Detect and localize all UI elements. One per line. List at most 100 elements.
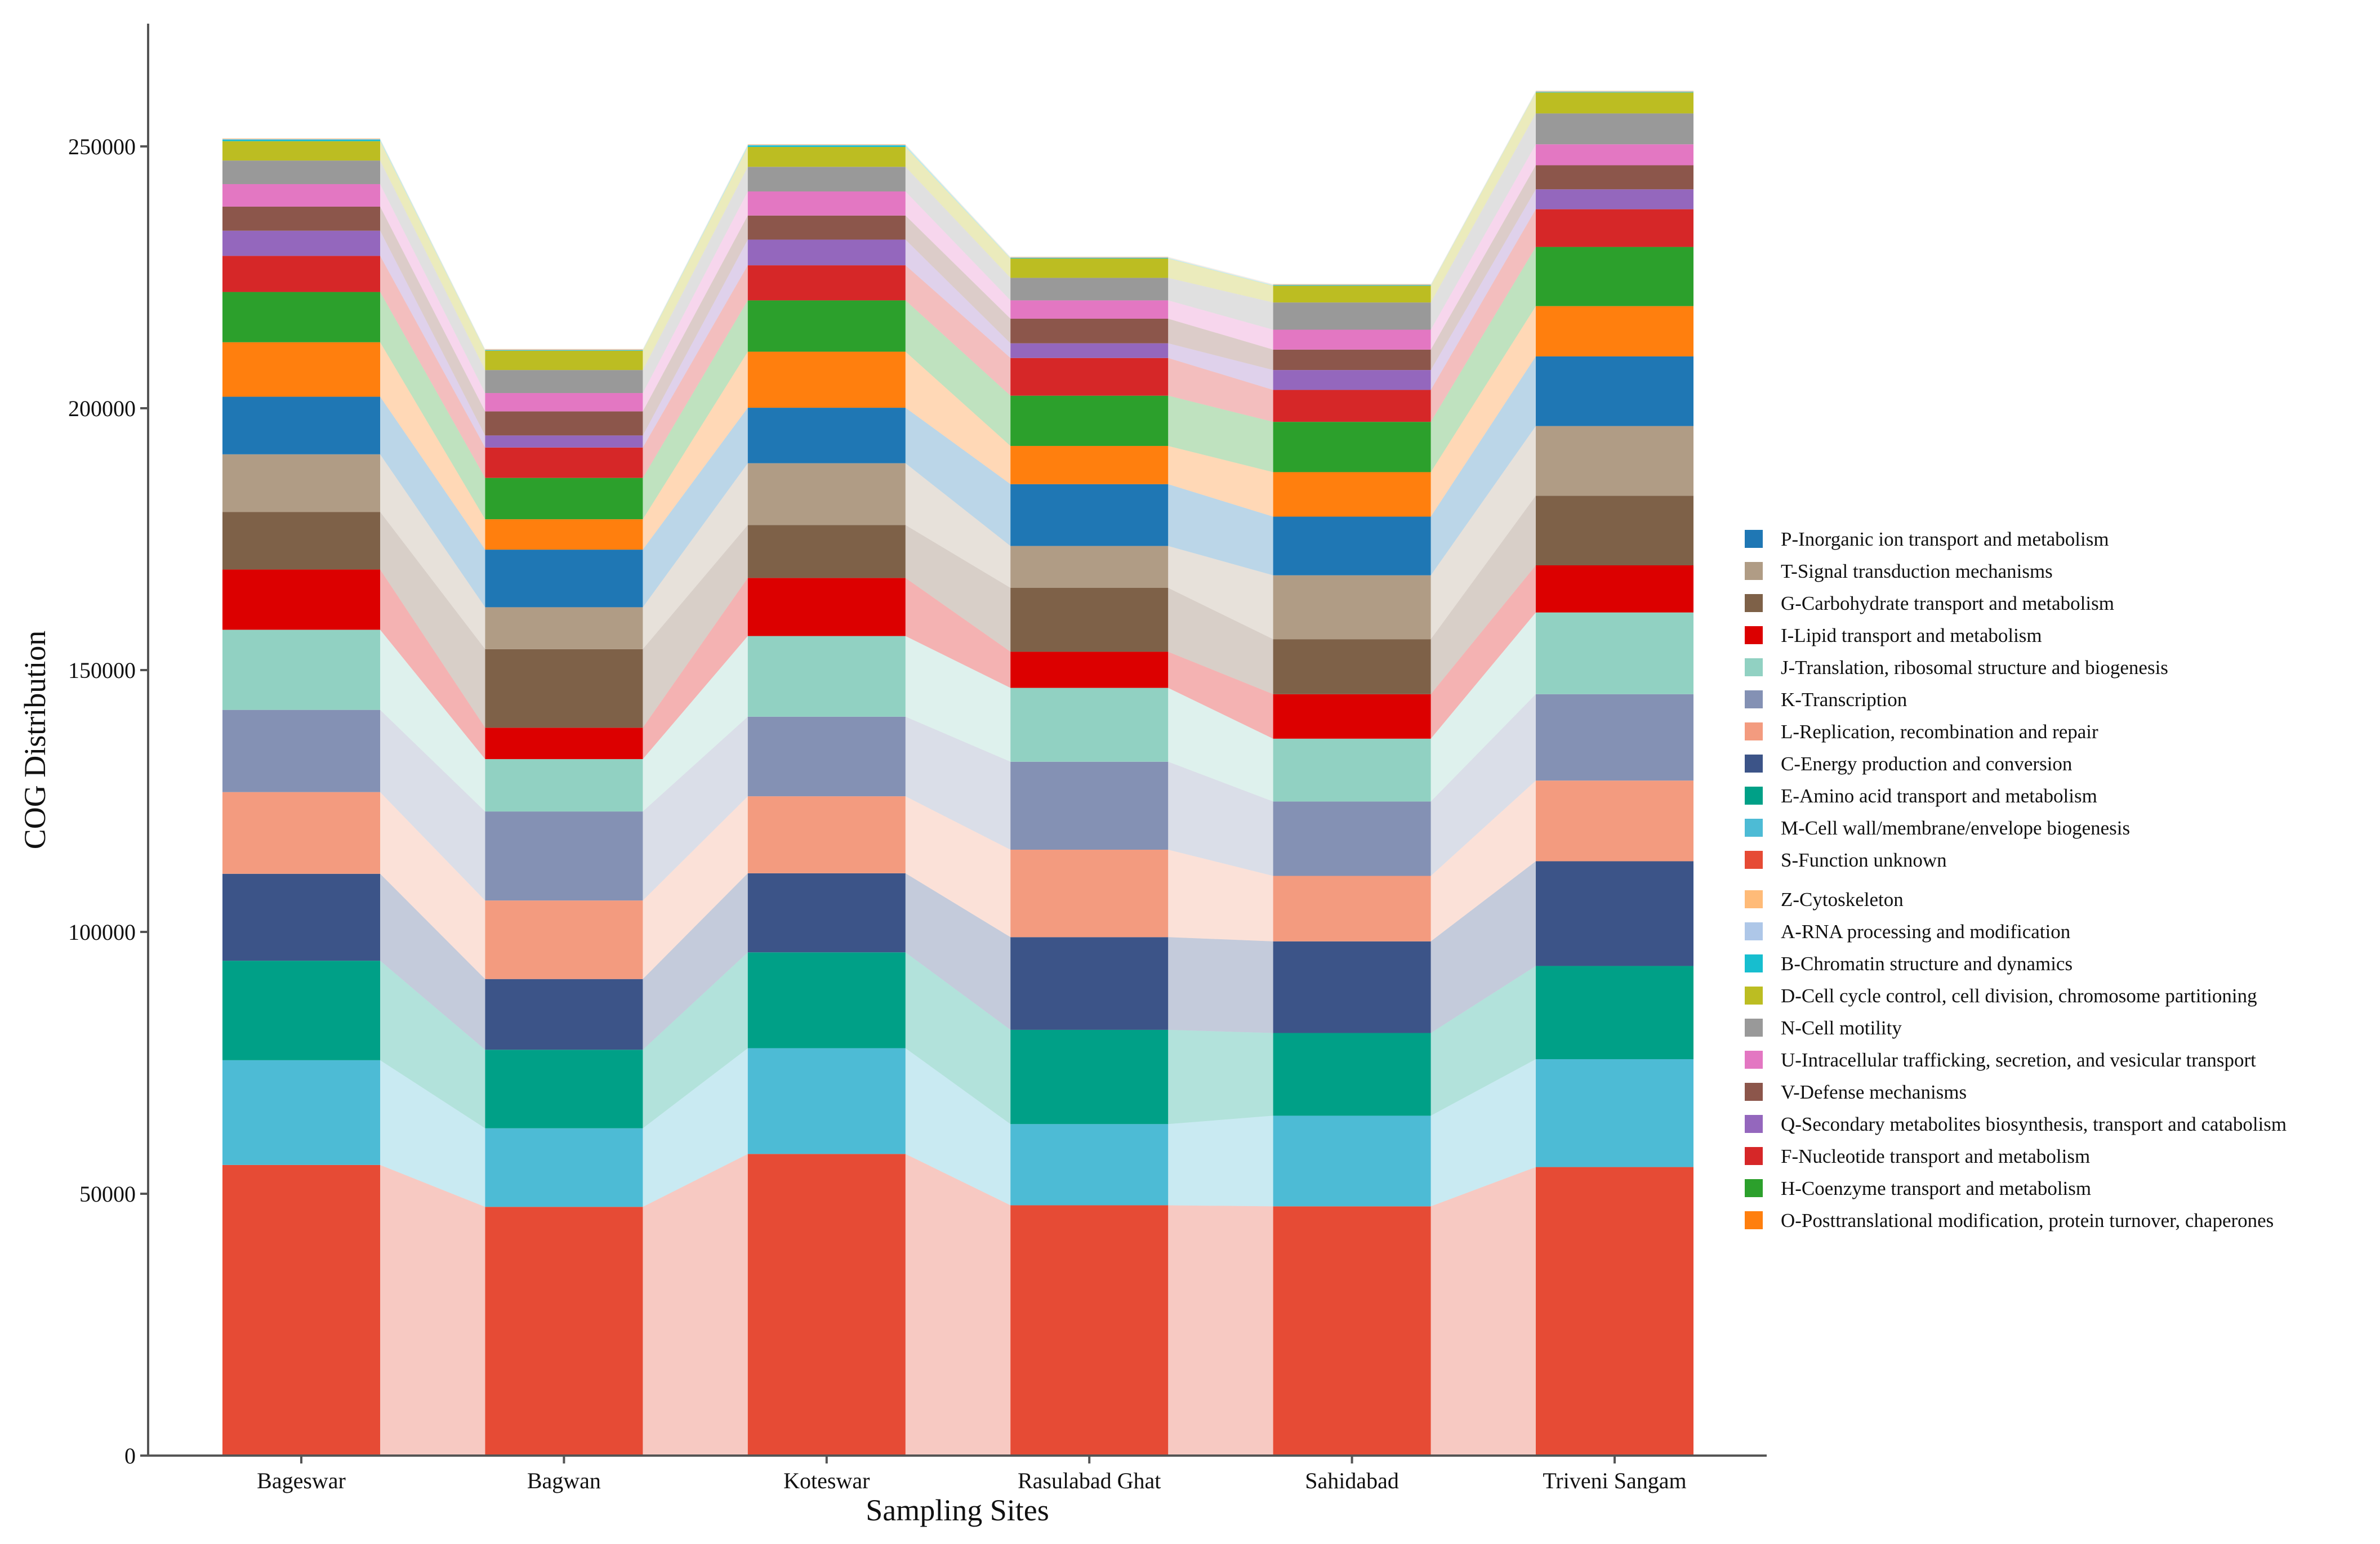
bar-segment <box>747 636 906 717</box>
y-tick-label: 50000 <box>79 1181 136 1207</box>
flow-band <box>380 139 485 350</box>
bar-segment <box>485 1207 643 1456</box>
flow-band <box>1430 209 1536 422</box>
bar-segment <box>222 206 380 231</box>
bar-segment <box>1536 612 1693 694</box>
bar-segment <box>485 759 643 812</box>
legend-swatch <box>1745 658 1763 676</box>
bar-segment <box>1273 694 1431 739</box>
flow-band <box>905 239 1011 358</box>
legend-swatch <box>1745 690 1763 708</box>
bar-segment <box>1273 801 1431 876</box>
flow-band <box>380 230 485 448</box>
axes <box>147 24 1767 1457</box>
legend-swatch <box>1745 1083 1763 1101</box>
flow-band <box>380 342 485 550</box>
flow-band <box>905 952 1011 1124</box>
legend-label: Q-Secondary metabolites biosynthesis, tr… <box>1781 1113 2287 1135</box>
legend-swatch <box>1745 787 1763 805</box>
flow-band <box>380 139 485 351</box>
bar-segment <box>1536 861 1693 966</box>
bar-segment <box>222 569 380 630</box>
bar-segment <box>747 952 906 1048</box>
flow-band <box>1430 247 1536 472</box>
flow-band <box>1168 587 1273 694</box>
bar-segment <box>1010 1205 1169 1456</box>
bar-segment <box>1536 780 1693 862</box>
flow-band <box>380 141 485 371</box>
flow-band <box>380 160 485 394</box>
x-tick-label: Rasulabad Ghat <box>1018 1468 1161 1493</box>
flow-band <box>1430 612 1536 802</box>
bar-segment <box>222 160 380 184</box>
legend-swatch <box>1745 1051 1763 1069</box>
legend-label: L-Replication, recombination and repair <box>1781 721 2098 743</box>
flow-band <box>905 408 1011 546</box>
bar-segment <box>485 478 643 520</box>
flow-band <box>905 146 1011 278</box>
flow-band <box>643 408 748 608</box>
bar-segment <box>222 961 380 1060</box>
flow-band <box>1430 1059 1536 1207</box>
y-tick-label: 0 <box>124 1443 136 1469</box>
flow-band <box>905 145 1011 259</box>
flow-band <box>1430 91 1536 285</box>
flow-band <box>643 144 748 350</box>
bar-segment <box>747 1048 906 1154</box>
bar-segment <box>485 447 643 478</box>
flow-band <box>1430 91 1536 285</box>
flow-band <box>905 300 1011 446</box>
flow-band <box>905 716 1011 850</box>
legend-label: Z-Cytoskeleton <box>1781 889 1904 911</box>
legend-swatch <box>1745 954 1763 972</box>
flow-band <box>1168 257 1273 285</box>
bar-segment <box>222 342 380 397</box>
legend-label: K-Transcription <box>1781 689 1907 711</box>
flow-band <box>1168 300 1273 350</box>
y-ticks: 0 50000 100000 150000 200000 250000 <box>68 134 148 1469</box>
bar-segment <box>747 265 906 301</box>
bar-segment <box>485 1050 643 1128</box>
flow-band <box>643 952 748 1128</box>
bar-segment <box>1273 472 1431 517</box>
legend-label: M-Cell wall/membrane/envelope biogenesis <box>1781 817 2130 839</box>
flow-band <box>380 873 485 1050</box>
legend-label: E-Amino acid transport and metabolism <box>1781 785 2097 807</box>
bar-segment <box>222 873 380 961</box>
flow-band <box>643 351 748 550</box>
bar-segment <box>747 145 906 147</box>
flow-band <box>643 191 748 412</box>
bar-segment <box>1273 1206 1431 1456</box>
legend-swatch <box>1745 594 1763 612</box>
x-tick-label: Bageswar <box>257 1468 346 1493</box>
flow-band <box>1430 496 1536 694</box>
flow-band <box>1168 849 1273 941</box>
bar-segment <box>1273 1115 1431 1207</box>
bar-segment <box>485 519 643 550</box>
bar-segment <box>1536 144 1693 166</box>
flow-band <box>380 792 485 979</box>
bar-segment <box>222 256 380 292</box>
flow-band <box>905 636 1011 762</box>
flow-band <box>643 145 748 351</box>
legend-swatch <box>1745 1211 1763 1229</box>
flow-band <box>1168 257 1273 285</box>
legend-label: U-Intracellular trafficking, secretion, … <box>1781 1049 2256 1071</box>
bar-segment <box>747 525 906 578</box>
bar-segment <box>1536 209 1693 247</box>
bar-segment <box>1273 738 1431 802</box>
legend-swatch <box>1745 1147 1763 1165</box>
flow-band <box>380 139 485 350</box>
flow-band <box>1168 761 1273 876</box>
flow-band <box>380 630 485 812</box>
bar-segment <box>485 393 643 412</box>
bar-segment <box>1536 189 1693 209</box>
bar-segment <box>1536 306 1693 356</box>
legend-swatch <box>1745 922 1763 940</box>
flow-band <box>643 300 748 520</box>
x-ticks: Bageswar Bagwan Koteswar Rasulabad Ghat Sahi… <box>257 1456 1687 1493</box>
flow-band <box>905 873 1011 1030</box>
legend-label: S-Function unknown <box>1781 849 1947 871</box>
